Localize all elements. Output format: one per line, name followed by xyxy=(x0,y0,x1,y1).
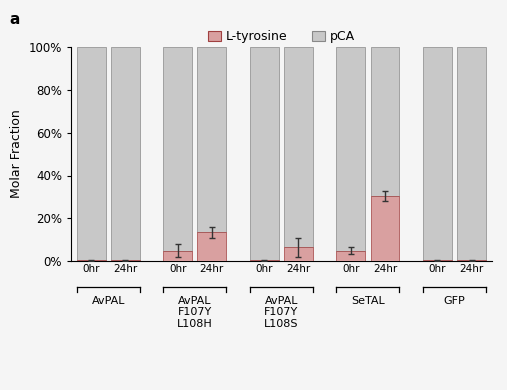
Bar xyxy=(250,260,279,261)
Bar xyxy=(197,47,226,232)
Bar xyxy=(337,47,366,251)
Bar xyxy=(111,47,140,260)
Text: a: a xyxy=(9,12,19,27)
Bar xyxy=(284,247,313,261)
Text: AvPAL: AvPAL xyxy=(91,296,125,306)
Text: SeTAL: SeTAL xyxy=(351,296,385,306)
Bar xyxy=(371,47,400,196)
Bar xyxy=(77,260,105,261)
Bar xyxy=(423,47,452,260)
Text: AvPAL
F107Y
L108S: AvPAL F107Y L108S xyxy=(264,296,299,329)
Bar xyxy=(371,196,400,261)
Bar xyxy=(337,251,366,261)
Legend: L-tyrosine, pCA: L-tyrosine, pCA xyxy=(203,25,360,48)
Bar xyxy=(163,47,192,251)
Bar xyxy=(457,47,486,260)
Y-axis label: Molar Fraction: Molar Fraction xyxy=(10,110,23,199)
Bar xyxy=(77,47,105,260)
Bar xyxy=(163,251,192,261)
Bar xyxy=(423,260,452,261)
Bar xyxy=(197,232,226,261)
Bar xyxy=(457,260,486,261)
Bar xyxy=(111,260,140,261)
Bar xyxy=(284,47,313,247)
Text: GFP: GFP xyxy=(444,296,465,306)
Text: AvPAL
F107Y
L108H: AvPAL F107Y L108H xyxy=(177,296,212,329)
Bar xyxy=(250,47,279,260)
